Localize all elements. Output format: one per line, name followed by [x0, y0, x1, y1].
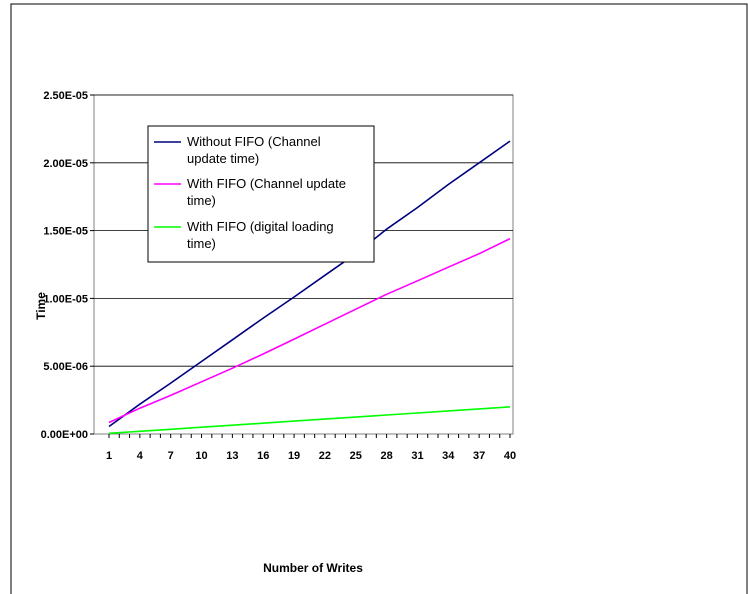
legend-box — [147, 125, 375, 263]
x-tick-label: 4 — [137, 450, 144, 462]
y-axis-label: Time — [34, 292, 48, 320]
x-tick-label: 1 — [106, 450, 112, 462]
y-axis-ticks: 0.00E+00 5.00E-06 1.00E-05 1.50E-05 2.00E-05… — [41, 90, 94, 441]
legend-label-with-fifo-channel-line1: With FIFO (Channel update — [187, 176, 346, 191]
x-axis-ticks: 1 4 7 10 13 16 19 22 25 28 31 34 37 40 — [106, 434, 516, 462]
legend-label-without-fifo-channel-line2: update time) — [187, 151, 259, 166]
y-tick-label: 2.00E-05 — [43, 158, 88, 170]
x-tick-label: 28 — [380, 450, 392, 462]
x-axis-label: Number of Writes — [263, 561, 363, 575]
x-tick-label: 7 — [168, 450, 174, 462]
x-tick-label: 25 — [350, 450, 362, 462]
series-lines — [108, 140, 511, 435]
x-tick-label: 19 — [288, 450, 300, 462]
x-tick-label: 40 — [504, 450, 516, 462]
series-line-1 — [108, 237, 511, 424]
x-tick-label: 13 — [226, 450, 238, 462]
y-tick-label: 0.00E+00 — [41, 429, 88, 441]
x-tick-label: 34 — [442, 450, 455, 462]
x-tick-label: 37 — [473, 450, 485, 462]
legend-label-without-fifo-channel-line1: Without FIFO (Channel — [187, 134, 321, 149]
series-line-2 — [108, 406, 511, 435]
y-tick-label: 5.00E-06 — [43, 361, 88, 373]
legend-label-with-fifo-channel-line2: time) — [187, 193, 216, 208]
legend-label-with-fifo-digital-line1: With FIFO (digital loading — [187, 219, 334, 234]
y-tick-label: 1.50E-05 — [43, 226, 88, 238]
series-line-0 — [108, 140, 511, 428]
x-tick-label: 10 — [195, 450, 207, 462]
x-tick-label: 16 — [257, 450, 269, 462]
x-tick-label: 22 — [319, 450, 331, 462]
y-tick-label: 2.50E-05 — [43, 90, 88, 102]
x-tick-label: 31 — [411, 450, 423, 462]
legend: Without FIFO (Channel update time) With … — [147, 125, 375, 263]
legend-label-with-fifo-digital-line2: time) — [187, 236, 216, 251]
y-tick-label: 1.00E-05 — [43, 293, 88, 305]
